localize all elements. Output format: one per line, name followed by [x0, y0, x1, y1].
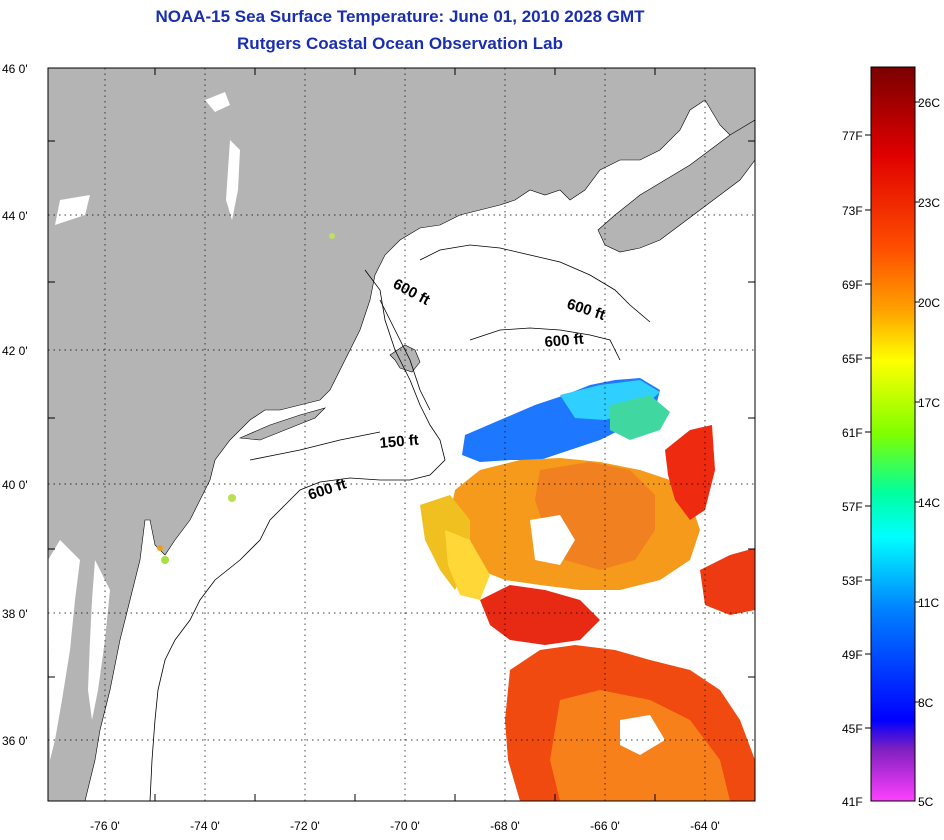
lon-label: -74 0'	[190, 819, 220, 833]
land-mainland	[48, 68, 755, 801]
lat-label: 42 0'	[2, 344, 28, 358]
colorbar-c-label: 14C	[918, 496, 940, 510]
lat-label: 44 0'	[2, 209, 28, 223]
colorbar-c-label: 26C	[918, 96, 940, 110]
colorbar-f-label: 69F	[842, 278, 863, 292]
colorbar-c-label: 23C	[918, 196, 940, 210]
colorbar-c-label: 8C	[918, 696, 934, 710]
contour-label: 600 ft	[544, 331, 585, 351]
temperature-colorbar	[870, 66, 916, 802]
colorbar-f-label: 77F	[842, 129, 863, 143]
lon-label: -68 0'	[490, 819, 520, 833]
colorbar-f-label: 65F	[842, 352, 863, 366]
lon-label: -64 0'	[690, 819, 720, 833]
colorbar-f-label: 45F	[842, 722, 863, 736]
colorbar-c-label: 11C	[918, 596, 939, 610]
sst-red-filament	[665, 425, 715, 520]
colorbar-f-label: 57F	[842, 500, 863, 514]
colorbar-f-label: 41F	[842, 795, 863, 809]
lat-label: 38 0'	[2, 607, 28, 621]
lon-label: -70 0'	[390, 819, 420, 833]
colorbar-f-label: 53F	[842, 574, 863, 588]
map-title: NOAA-15 Sea Surface Temperature: June 01…	[155, 7, 645, 26]
lon-label: -72 0'	[290, 819, 320, 833]
colorbar-c-label: 5C	[918, 795, 934, 809]
colorbar-c-label: 17C	[918, 396, 940, 410]
colorbar-f-label: 61F	[842, 426, 863, 440]
colorbar-c-label: 20C	[918, 296, 940, 310]
lon-label: -66 0'	[590, 819, 620, 833]
lon-label: -76 0'	[90, 819, 120, 833]
map-subtitle: Rutgers Coastal Ocean Observation Lab	[237, 34, 563, 53]
land-cape-cod	[389, 344, 421, 373]
land-nova-scotia	[597, 119, 755, 253]
lat-label: 46 0'	[2, 62, 28, 76]
colorbar-f-label: 49F	[842, 648, 863, 662]
lat-label: 40 0'	[2, 478, 28, 492]
lat-label: 36 0'	[2, 734, 28, 748]
lat-lon-grid	[48, 68, 755, 801]
colorbar-f-label: 73F	[842, 204, 863, 218]
contour-label: 150 ft	[379, 432, 420, 452]
land-long-island	[238, 407, 327, 441]
